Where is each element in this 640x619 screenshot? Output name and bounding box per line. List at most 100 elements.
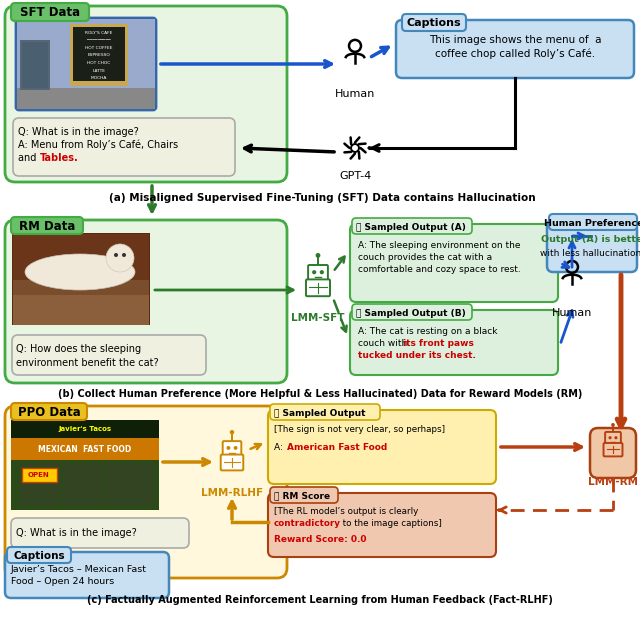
Circle shape bbox=[316, 253, 321, 258]
Text: Output (A) is better: Output (A) is better bbox=[541, 235, 640, 245]
FancyBboxPatch shape bbox=[268, 493, 496, 557]
Bar bbox=[20, 40, 50, 90]
Bar bbox=[104, 463, 154, 505]
Text: MEXICAN  FAST FOOD: MEXICAN FAST FOOD bbox=[38, 444, 132, 454]
Circle shape bbox=[106, 244, 134, 272]
Text: A: Menu from Roly’s Café, Chairs: A: Menu from Roly’s Café, Chairs bbox=[18, 140, 178, 150]
Text: GPT-4: GPT-4 bbox=[339, 171, 371, 181]
FancyBboxPatch shape bbox=[352, 218, 472, 234]
Text: LATTE: LATTE bbox=[93, 69, 106, 72]
FancyBboxPatch shape bbox=[352, 304, 472, 320]
Bar bbox=[11, 460, 159, 510]
Text: A: The cat is resting on a black: A: The cat is resting on a black bbox=[358, 326, 497, 335]
Text: 🤖 Sampled Output (A): 🤖 Sampled Output (A) bbox=[356, 222, 466, 232]
FancyBboxPatch shape bbox=[547, 220, 637, 272]
Bar bbox=[73, 27, 125, 81]
Text: Captions: Captions bbox=[13, 551, 65, 561]
Text: to the image captions]: to the image captions] bbox=[340, 519, 442, 529]
Circle shape bbox=[122, 253, 126, 257]
Circle shape bbox=[312, 270, 316, 274]
Text: environment benefit the cat?: environment benefit the cat? bbox=[16, 358, 159, 368]
Text: its front paws: its front paws bbox=[403, 339, 474, 347]
Text: (b) Collect Human Preference (More Helpful & Less Hallucinated) Data for Reward : (b) Collect Human Preference (More Helpf… bbox=[58, 389, 582, 399]
Text: PPO Data: PPO Data bbox=[18, 405, 81, 418]
Text: couch provides the cat with a: couch provides the cat with a bbox=[358, 254, 492, 262]
Text: A: The sleeping environment on the: A: The sleeping environment on the bbox=[358, 241, 520, 251]
Bar bbox=[22, 468, 57, 482]
Circle shape bbox=[614, 436, 618, 439]
Text: comfortable and cozy space to rest.: comfortable and cozy space to rest. bbox=[358, 266, 521, 274]
Text: SFT Data: SFT Data bbox=[20, 7, 80, 20]
Text: 🤖 Sampled Output: 🤖 Sampled Output bbox=[274, 409, 365, 417]
Text: MOCHA: MOCHA bbox=[91, 76, 107, 80]
FancyBboxPatch shape bbox=[5, 552, 169, 598]
Text: 🤖 RM Score: 🤖 RM Score bbox=[274, 491, 330, 501]
Circle shape bbox=[227, 446, 230, 450]
Text: Human: Human bbox=[335, 89, 375, 99]
Text: 🤖 Sampled Output (B): 🤖 Sampled Output (B) bbox=[356, 308, 466, 318]
Bar bbox=[11, 438, 159, 460]
FancyBboxPatch shape bbox=[5, 406, 287, 578]
FancyBboxPatch shape bbox=[13, 118, 235, 176]
Text: Reward Score: 0.0: Reward Score: 0.0 bbox=[274, 535, 367, 545]
FancyBboxPatch shape bbox=[549, 214, 637, 230]
FancyBboxPatch shape bbox=[11, 403, 87, 420]
Text: [The RL model’s output is clearly: [The RL model’s output is clearly bbox=[274, 508, 419, 516]
Text: LMM-RM: LMM-RM bbox=[588, 477, 638, 487]
Text: (a) Misaligned Supervised Fine-Tuning (SFT) Data contains Hallucination: (a) Misaligned Supervised Fine-Tuning (S… bbox=[109, 193, 535, 203]
Bar bbox=[13, 234, 149, 324]
Text: Q: How does the sleeping: Q: How does the sleeping bbox=[16, 344, 141, 354]
Circle shape bbox=[611, 423, 615, 426]
FancyBboxPatch shape bbox=[11, 518, 189, 548]
FancyBboxPatch shape bbox=[221, 454, 243, 470]
Ellipse shape bbox=[25, 254, 135, 290]
FancyBboxPatch shape bbox=[223, 441, 241, 456]
Circle shape bbox=[230, 430, 234, 435]
Bar bbox=[22, 42, 48, 88]
Text: and: and bbox=[18, 153, 40, 163]
Text: Tables.: Tables. bbox=[40, 153, 79, 163]
Text: OPEN: OPEN bbox=[28, 472, 50, 478]
FancyBboxPatch shape bbox=[16, 18, 156, 110]
FancyBboxPatch shape bbox=[396, 20, 634, 78]
Text: Captions: Captions bbox=[406, 18, 461, 28]
Bar bbox=[17, 19, 155, 109]
FancyBboxPatch shape bbox=[590, 428, 636, 478]
Text: ─────────: ───────── bbox=[87, 38, 111, 43]
Text: American Fast Food: American Fast Food bbox=[287, 443, 387, 451]
Text: [The sign is not very clear, so perhaps]: [The sign is not very clear, so perhaps] bbox=[274, 425, 445, 435]
Text: Q: What is in the image?: Q: What is in the image? bbox=[18, 127, 139, 137]
Bar bbox=[13, 280, 149, 295]
Text: contradictory: contradictory bbox=[274, 519, 341, 529]
Circle shape bbox=[609, 436, 612, 439]
Text: coffee chop called Roly’s Café.: coffee chop called Roly’s Café. bbox=[435, 49, 595, 59]
Text: Q: What is in the image?: Q: What is in the image? bbox=[16, 528, 137, 538]
Text: LMM-RLHF: LMM-RLHF bbox=[201, 488, 263, 498]
FancyBboxPatch shape bbox=[5, 6, 287, 182]
Text: ROLY'S CAFE: ROLY'S CAFE bbox=[85, 31, 113, 35]
FancyBboxPatch shape bbox=[11, 3, 89, 21]
Text: Human: Human bbox=[552, 308, 592, 318]
FancyBboxPatch shape bbox=[7, 547, 71, 563]
Text: (c) Factually Augmented Reinforcement Learning from Human Feedback (Fact-RLHF): (c) Factually Augmented Reinforcement Le… bbox=[87, 595, 553, 605]
Text: ESPRESSO: ESPRESSO bbox=[88, 53, 110, 58]
Bar bbox=[20, 463, 60, 505]
FancyBboxPatch shape bbox=[605, 432, 621, 444]
FancyBboxPatch shape bbox=[308, 265, 328, 280]
FancyBboxPatch shape bbox=[350, 310, 558, 375]
Bar bbox=[12, 233, 150, 325]
Text: HOT COFFEE: HOT COFFEE bbox=[85, 46, 113, 50]
Text: Human Preference: Human Preference bbox=[544, 219, 640, 228]
Circle shape bbox=[234, 446, 237, 450]
Bar bbox=[70, 24, 128, 86]
FancyBboxPatch shape bbox=[306, 279, 330, 297]
Bar bbox=[11, 420, 159, 438]
Circle shape bbox=[320, 270, 324, 274]
Text: LMM-SFT: LMM-SFT bbox=[291, 313, 345, 323]
FancyBboxPatch shape bbox=[604, 443, 623, 456]
Text: Food – Open 24 hours: Food – Open 24 hours bbox=[11, 578, 115, 586]
Text: A:: A: bbox=[274, 443, 285, 451]
FancyBboxPatch shape bbox=[12, 335, 206, 375]
Text: Javier's Tacos: Javier's Tacos bbox=[58, 426, 111, 432]
FancyBboxPatch shape bbox=[5, 220, 287, 383]
